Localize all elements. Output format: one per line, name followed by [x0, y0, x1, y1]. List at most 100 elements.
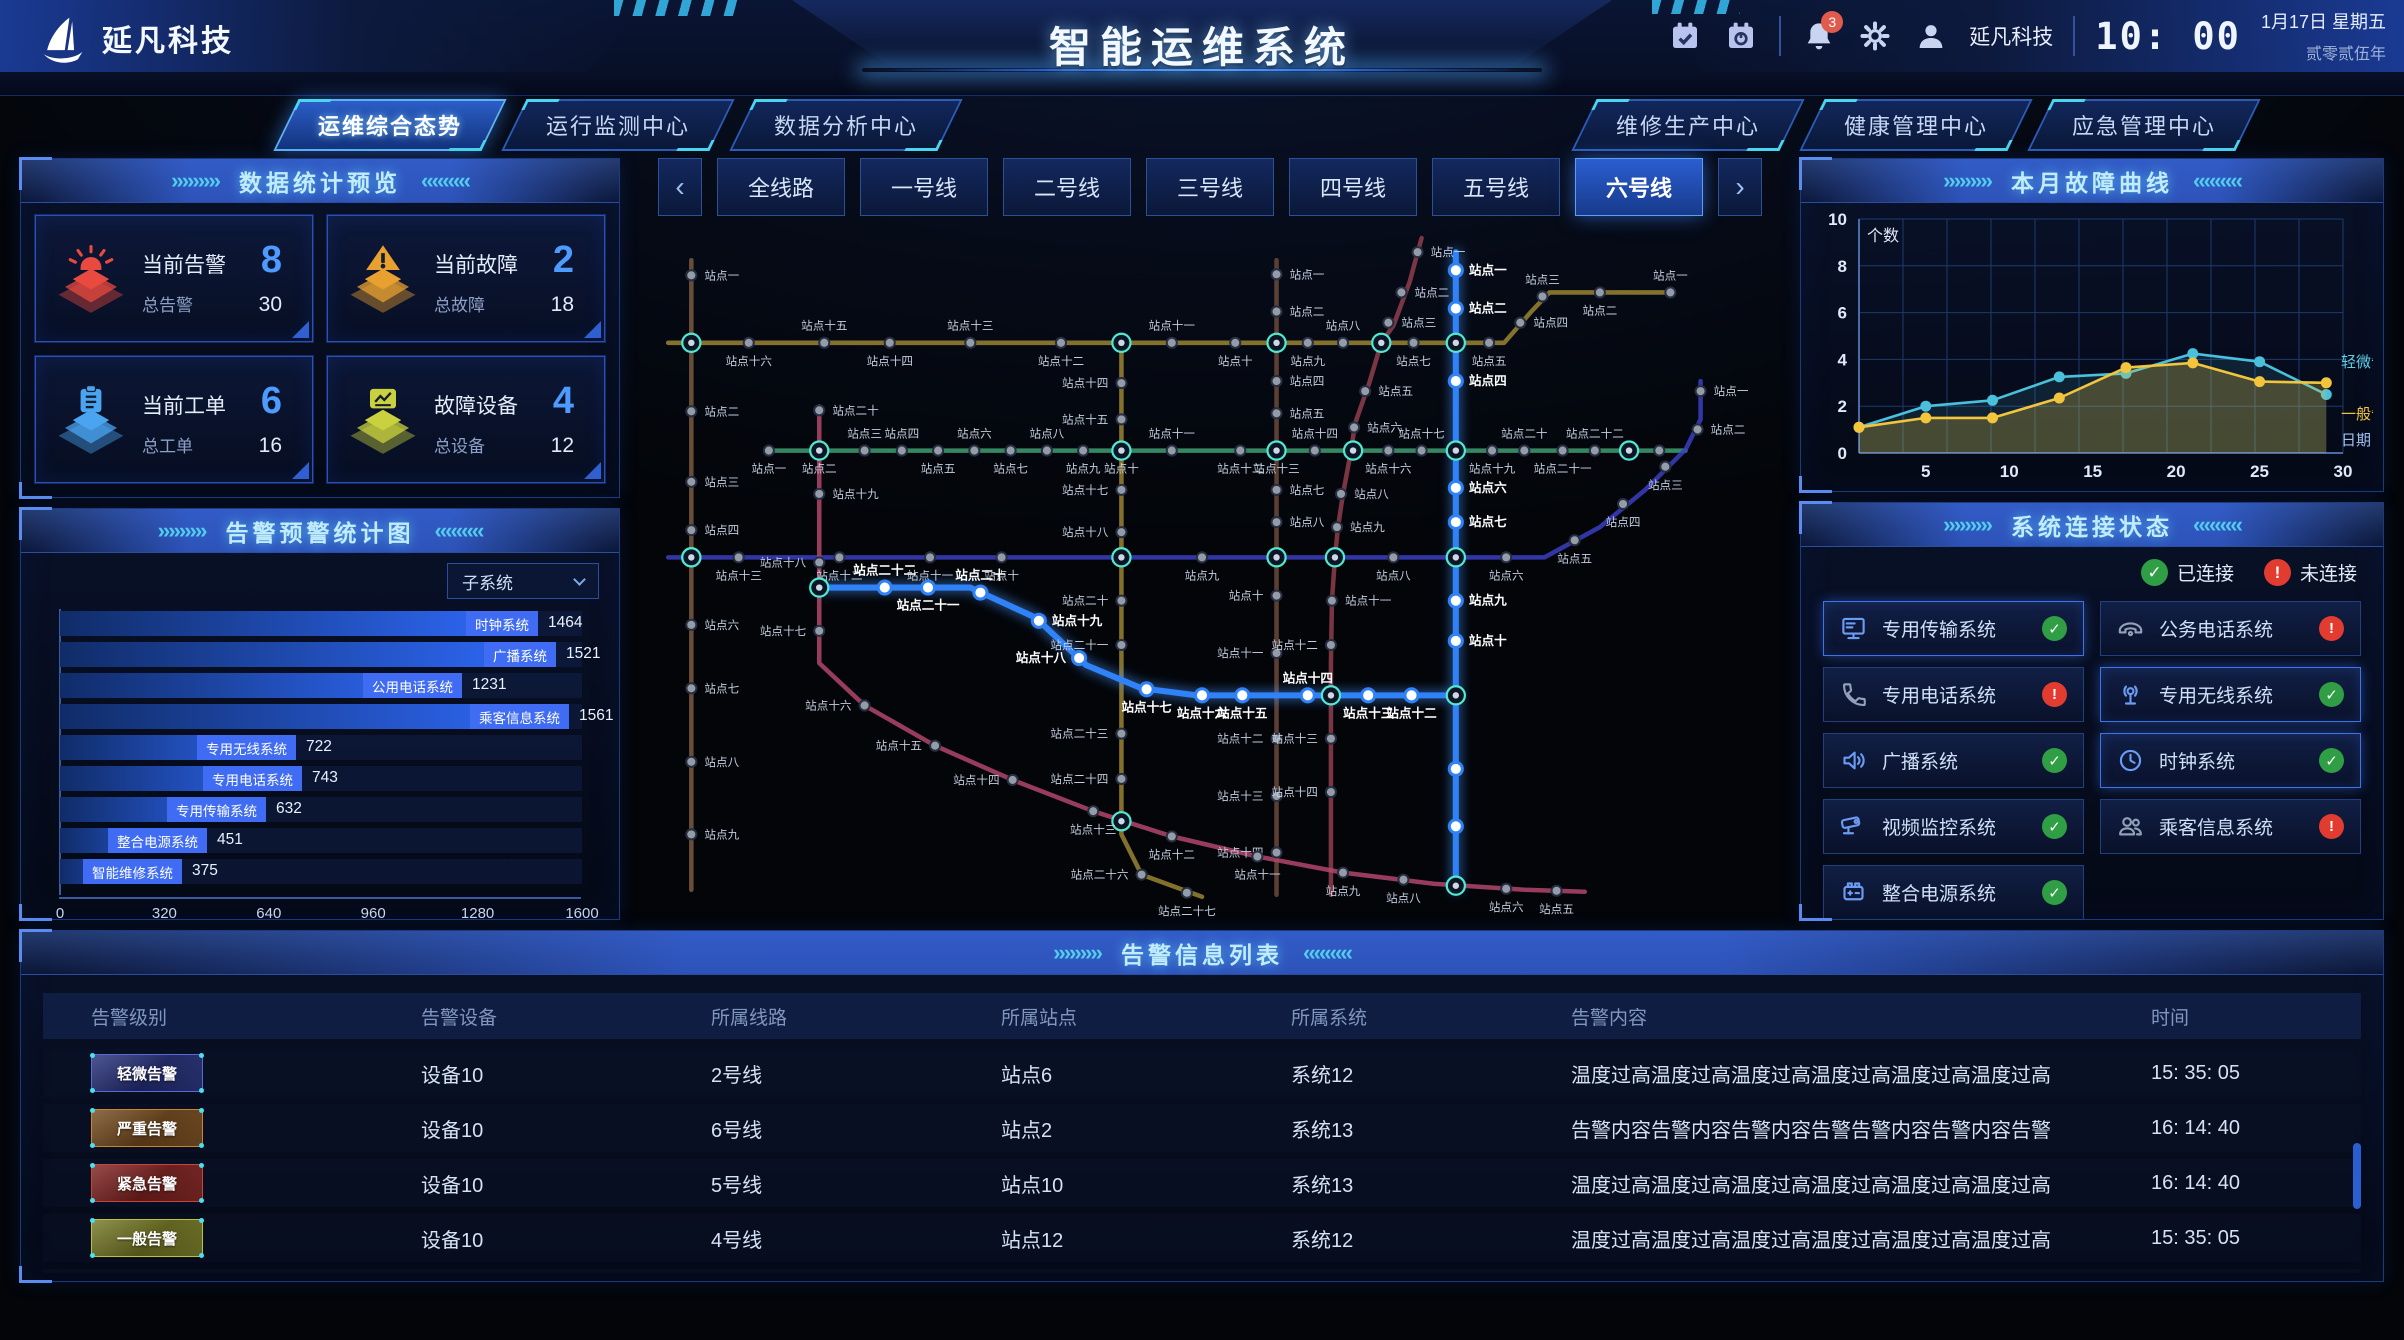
- system-chip-乘客信息系统[interactable]: 乘客信息系统!: [2100, 799, 2361, 854]
- bar-chart: 时钟系统 1464 广播系统 1521 公用电话系统 1231 乘客信息系统 1561 专用无线…: [45, 611, 613, 890]
- cell-station: 站点12: [1001, 1229, 1064, 1252]
- line-button-全线路[interactable]: 全线路: [717, 158, 845, 216]
- tab-运行监测中心[interactable]: 运行监测中心: [501, 99, 735, 151]
- disconnected-status-icon: !: [2042, 682, 2067, 707]
- nav-tabs-left: 运维综合态势 运行监测中心 数据分析中心: [273, 99, 963, 151]
- table-row[interactable]: 轻微告警 设备10 2号线 站点6 系统12 温度过高温度过高温度过高温度过高温度过高温度…: [43, 1049, 2361, 1097]
- tab-label: 健康管理中心: [1844, 114, 1989, 139]
- bell-icon[interactable]: 3: [1801, 11, 1844, 54]
- system-chip-专用传输系统[interactable]: 专用传输系统 ✓: [1823, 601, 2084, 656]
- connected-status-icon: ✓: [2042, 616, 2067, 641]
- line-button-一号线[interactable]: 一号线: [860, 158, 988, 216]
- tab-运维综合态势[interactable]: 运维综合态势: [273, 99, 507, 151]
- bar-fill: 整合电源系统: [60, 828, 207, 853]
- tab-label: 数据分析中心: [774, 114, 919, 139]
- user-icon[interactable]: [1913, 18, 1949, 54]
- system-chip-专用无线系统[interactable]: 专用无线系统 ✓: [2100, 667, 2361, 722]
- line-button-五号线[interactable]: 五号线: [1432, 158, 1560, 216]
- tab-维修生产中心[interactable]: 维修生产中心: [1571, 99, 1805, 151]
- svg-text:站点十二: 站点十二: [1272, 638, 1318, 652]
- chevron-deco-right: ›››››››››: [157, 517, 208, 543]
- table-row[interactable]: 紧急告警 设备10 5号线 站点10 系统13 温度过高温度过高温度过高温度过高温度过高温…: [43, 1159, 2361, 1207]
- system-chip-专用电话系统[interactable]: 专用电话系统!: [1823, 667, 2084, 722]
- system-chip-广播系统[interactable]: 广播系统 ✓: [1823, 733, 2084, 788]
- system-name: 专用传输系统: [1882, 620, 1997, 641]
- bar-fill: 乘客信息系统: [60, 704, 569, 729]
- line-button-六号线[interactable]: 六号线: [1575, 158, 1703, 216]
- level-cell: 紧急告警: [90, 1163, 421, 1203]
- system-chip-视频监控系统[interactable]: 视频监控系统 ✓: [1823, 799, 2084, 854]
- svg-text:站点十七: 站点十七: [1121, 699, 1172, 714]
- panel-data-stats: ››››››››› 数据统计预览 ‹‹‹‹‹‹‹‹‹ 当前告警 8 总告警 30 当前故…: [19, 157, 620, 499]
- stat-sub-label: 总工单: [142, 436, 193, 456]
- cell-device: 设备10: [421, 1064, 484, 1087]
- system-chip-时钟系统[interactable]: 时钟系统 ✓: [2100, 733, 2361, 788]
- system-name: 广播系统: [1882, 752, 1959, 773]
- cell-line: 6号线: [711, 1119, 763, 1142]
- bar-value: 1561: [579, 707, 614, 724]
- table-row[interactable]: 轻微告警: [43, 1269, 2361, 1273]
- svg-text:站点十一: 站点十一: [1234, 868, 1281, 882]
- stat-card-当前工单[interactable]: 当前工单 6 总工单 16: [34, 355, 314, 484]
- svg-text:15: 15: [2083, 462, 2102, 481]
- cell-line: 2号线: [711, 1064, 763, 1087]
- svg-text:站点五: 站点五: [1539, 902, 1574, 916]
- svg-text:站点一: 站点一: [1469, 262, 1507, 277]
- svg-text:站点十六: 站点十六: [726, 354, 772, 368]
- tab-数据分析中心[interactable]: 数据分析中心: [729, 99, 963, 151]
- system-name: 专用无线系统: [2159, 686, 2274, 707]
- tab-应急管理中心[interactable]: 应急管理中心: [2027, 99, 2261, 151]
- svg-text:站点十五: 站点十五: [1217, 706, 1268, 721]
- calendar-power-icon[interactable]: [1723, 18, 1759, 54]
- selector-next-button[interactable]: ›: [1718, 158, 1762, 216]
- svg-text:站点七: 站点七: [993, 462, 1028, 476]
- line-button-四号线[interactable]: 四号线: [1289, 158, 1417, 216]
- bar-label-chip: 乘客信息系统: [470, 704, 569, 729]
- chevron-down-icon: [573, 572, 586, 586]
- svg-text:站点五: 站点五: [1378, 384, 1413, 398]
- svg-text:站点八: 站点八: [1386, 891, 1421, 905]
- selector-prev-button[interactable]: ‹: [658, 158, 702, 216]
- panel-header: ››››››››› 告警信息列表 ‹‹‹‹‹‹‹‹‹: [21, 931, 2383, 975]
- calendar-check-icon[interactable]: [1667, 18, 1703, 54]
- tab-label: 运维综合态势: [318, 114, 463, 139]
- svg-text:站点一: 站点一: [752, 462, 787, 476]
- stat-card-当前告警[interactable]: 当前告警 8 总告警 30: [34, 214, 314, 343]
- stat-card-故障设备[interactable]: 故障设备 4 总设备 12: [326, 355, 606, 484]
- tab-健康管理中心[interactable]: 健康管理中心: [1799, 99, 2033, 151]
- line-button-三号线[interactable]: 三号线: [1146, 158, 1274, 216]
- system-chip-公务电话系统[interactable]: 公务电话系统!: [2100, 601, 2361, 656]
- subsystem-dropdown[interactable]: 子系统: [447, 563, 599, 599]
- stat-card-body: 当前故障 2 总故障 18: [422, 241, 588, 317]
- svg-text:0: 0: [1838, 444, 1847, 463]
- user-name[interactable]: 延凡科技: [1969, 26, 2054, 49]
- svg-text:站点二十: 站点二十: [1501, 426, 1548, 440]
- svg-text:站点一: 站点一: [1714, 384, 1749, 398]
- svg-text:站点十三: 站点十三: [1217, 789, 1263, 803]
- table-row[interactable]: 严重告警 设备10 6号线 站点2 系统13 告警内容告警内容告警内容告警告警内容告警内容…: [43, 1104, 2361, 1152]
- stat-label: 当前工单: [142, 394, 226, 418]
- svg-text:站点三: 站点三: [1401, 316, 1436, 330]
- bar-value: 1464: [548, 614, 583, 631]
- fault-line-chart: 0 2 4 6 8 10 5 10 15 20 25 30 个数轻微告警一般告警日期: [1828, 210, 2373, 481]
- svg-text:站点九: 站点九: [1469, 593, 1507, 608]
- cell-content: 告警内容告警内容告警内容告警告警内容告警内容告警: [1571, 1119, 2051, 1142]
- svg-text:站点十一: 站点十一: [907, 569, 954, 583]
- svg-text:站点二: 站点二: [1415, 285, 1450, 299]
- bar-row-智能维修系统: 智能维修系统 375: [45, 859, 599, 884]
- gear-icon[interactable]: [1857, 18, 1893, 54]
- line-button-二号线[interactable]: 二号线: [1003, 158, 1131, 216]
- brand-name: 延凡科技: [102, 25, 234, 58]
- svg-text:日期: 日期: [2341, 432, 2371, 449]
- panel-title: 数据统计预览: [239, 169, 401, 196]
- bar-chart-ticks: 0 320 640 960 1280 1600: [45, 905, 599, 927]
- table-row[interactable]: 一般告警 设备10 4号线 站点12 系统12 温度过高温度过高温度过高温度过高温度过高温…: [43, 1214, 2361, 1262]
- deco-slashes-left: [614, 0, 746, 16]
- svg-text:站点三: 站点三: [1648, 478, 1683, 492]
- system-name: 公务电话系统: [2159, 620, 2274, 641]
- stat-card-当前故障[interactable]: 当前故障 2 总故障 18: [326, 214, 606, 343]
- table-scrollbar[interactable]: [2353, 1143, 2361, 1209]
- system-chip-整合电源系统[interactable]: 整合电源系统 ✓: [1823, 865, 2084, 920]
- column-header-告警设备: 告警设备: [421, 1007, 498, 1029]
- bar-row-时钟系统: 时钟系统 1464: [45, 611, 599, 636]
